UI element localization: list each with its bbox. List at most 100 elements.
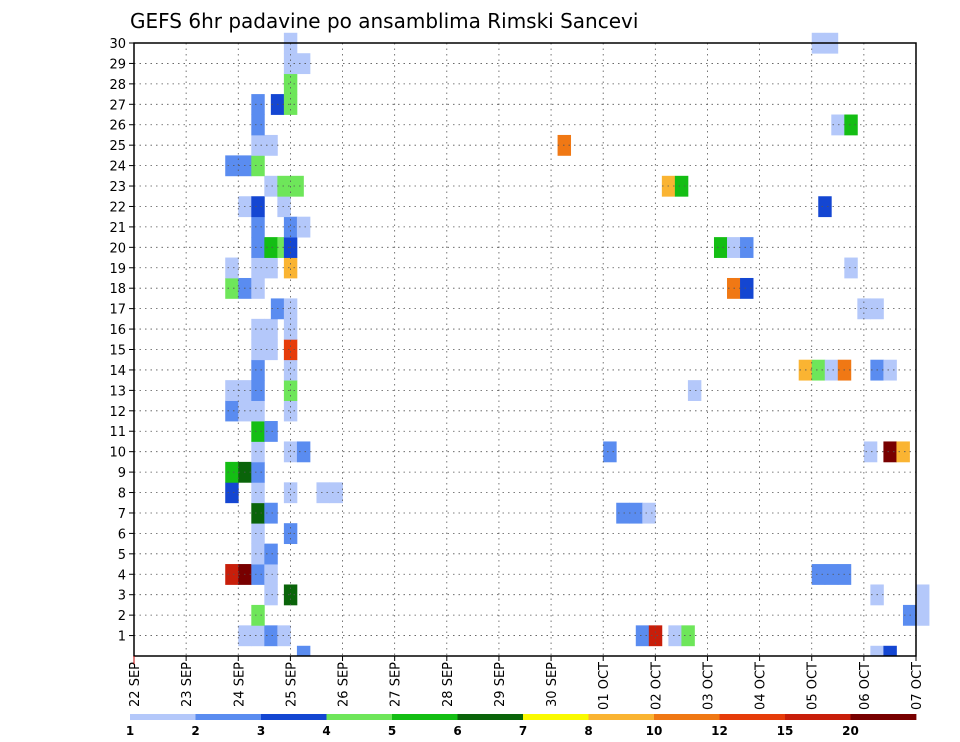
colorbar-label: 20 xyxy=(842,724,859,738)
y-tick-label: 10 xyxy=(109,446,126,461)
precip-cell xyxy=(916,584,930,606)
y-tick-label: 17 xyxy=(109,303,126,318)
precip-cell xyxy=(883,645,897,656)
precip-cell xyxy=(283,400,298,422)
precip-cell xyxy=(251,318,265,340)
precip-cell xyxy=(283,73,298,95)
precip-cell xyxy=(296,53,311,75)
precip-cell xyxy=(642,502,656,524)
colorbar-swatch xyxy=(261,714,327,720)
precip-cell xyxy=(283,482,298,504)
colorbar-label: 6 xyxy=(453,724,461,738)
precip-cell xyxy=(251,625,265,647)
x-tick-label: 26 SEP xyxy=(337,662,352,707)
x-tick-label: 23 SEP xyxy=(180,662,195,707)
x-tick-label: 29 SEP xyxy=(493,662,508,707)
precip-cell xyxy=(225,461,239,483)
precip-cell xyxy=(225,564,239,585)
precip-cell xyxy=(824,359,839,381)
precip-cell xyxy=(648,625,663,647)
precip-cell xyxy=(264,257,278,279)
y-tick-label: 19 xyxy=(109,262,126,277)
x-tick-label: 22 SEP xyxy=(128,662,143,707)
y-tick-label: 12 xyxy=(109,405,126,420)
x-tick-label: 01 OCT xyxy=(597,662,612,710)
precip-cell xyxy=(283,584,298,606)
precip-cell xyxy=(283,216,298,238)
y-tick-label: 20 xyxy=(109,241,126,256)
y-axis: 1234567891011121314151617181920212223242… xyxy=(109,37,134,645)
precip-cell xyxy=(251,359,265,381)
precip-cell xyxy=(225,380,239,401)
precip-cell xyxy=(264,175,278,197)
precip-cell xyxy=(883,441,897,463)
precip-cell xyxy=(883,359,897,381)
precip-cell xyxy=(296,216,311,238)
y-tick-label: 11 xyxy=(109,425,126,440)
precip-cell xyxy=(316,482,330,504)
y-tick-label: 14 xyxy=(109,364,126,379)
precip-cell xyxy=(264,134,278,156)
precip-cell xyxy=(635,625,650,647)
precip-cell xyxy=(277,175,291,197)
precip-cell xyxy=(740,277,754,299)
colorbar-label: 15 xyxy=(777,724,794,738)
precip-cell xyxy=(225,277,239,299)
precip-cell xyxy=(740,237,754,258)
grid-lines xyxy=(134,42,916,656)
colorbar-label: 1 xyxy=(126,724,134,738)
x-tick-label: 25 SEP xyxy=(284,662,299,707)
y-tick-label: 7 xyxy=(118,507,126,522)
colorbar-swatch xyxy=(588,714,655,720)
precip-cell xyxy=(283,339,298,361)
y-tick-label: 3 xyxy=(118,589,126,604)
y-tick-label: 5 xyxy=(118,548,126,563)
y-tick-label: 27 xyxy=(109,98,126,113)
colorbar-swatch xyxy=(130,714,196,720)
precip-cell xyxy=(251,421,265,442)
precip-cell xyxy=(251,277,265,299)
precip-cell xyxy=(264,543,278,565)
precip-cell xyxy=(264,502,278,524)
y-tick-label: 21 xyxy=(109,221,126,236)
precip-cell xyxy=(264,625,278,647)
precip-cell xyxy=(251,482,265,504)
precip-cell xyxy=(251,441,265,463)
precip-cell xyxy=(225,155,239,177)
precip-cell xyxy=(264,318,278,340)
precip-cell xyxy=(251,339,265,361)
precip-cell xyxy=(844,257,858,279)
precip-cell xyxy=(668,625,682,647)
y-tick-label: 16 xyxy=(109,323,126,338)
colorbar-swatch xyxy=(850,714,917,720)
y-tick-label: 4 xyxy=(118,568,126,583)
y-tick-label: 6 xyxy=(118,527,126,542)
precip-cell xyxy=(857,298,871,320)
precip-cell xyxy=(283,257,298,279)
y-tick-label: 22 xyxy=(109,200,126,215)
precip-cell xyxy=(264,237,278,258)
precip-cell xyxy=(251,461,265,483)
precip-cell xyxy=(251,380,265,401)
colorbar-swatch xyxy=(457,714,524,720)
y-tick-label: 23 xyxy=(109,180,126,195)
precip-cell xyxy=(264,564,278,585)
y-tick-label: 26 xyxy=(109,119,126,134)
precip-cell xyxy=(264,584,278,606)
precip-cell xyxy=(283,298,298,320)
precip-cell xyxy=(264,421,278,442)
colorbar-label: 8 xyxy=(584,724,592,738)
y-tick-label: 18 xyxy=(109,282,126,297)
colorbar: 1 2 3 4 5 6 7 8 10 12 15 20 xyxy=(126,714,917,738)
x-tick-label: 28 SEP xyxy=(441,662,456,707)
colorbar-swatch xyxy=(392,714,458,720)
precip-cell xyxy=(264,339,278,361)
precip-cell xyxy=(824,564,839,585)
precip-cell xyxy=(251,523,265,545)
x-tick-label: 27 SEP xyxy=(389,662,404,707)
precip-cell xyxy=(283,441,298,463)
colorbar-swatch xyxy=(326,714,393,720)
colorbar-swatch xyxy=(654,714,720,720)
precip-cell xyxy=(251,257,265,279)
